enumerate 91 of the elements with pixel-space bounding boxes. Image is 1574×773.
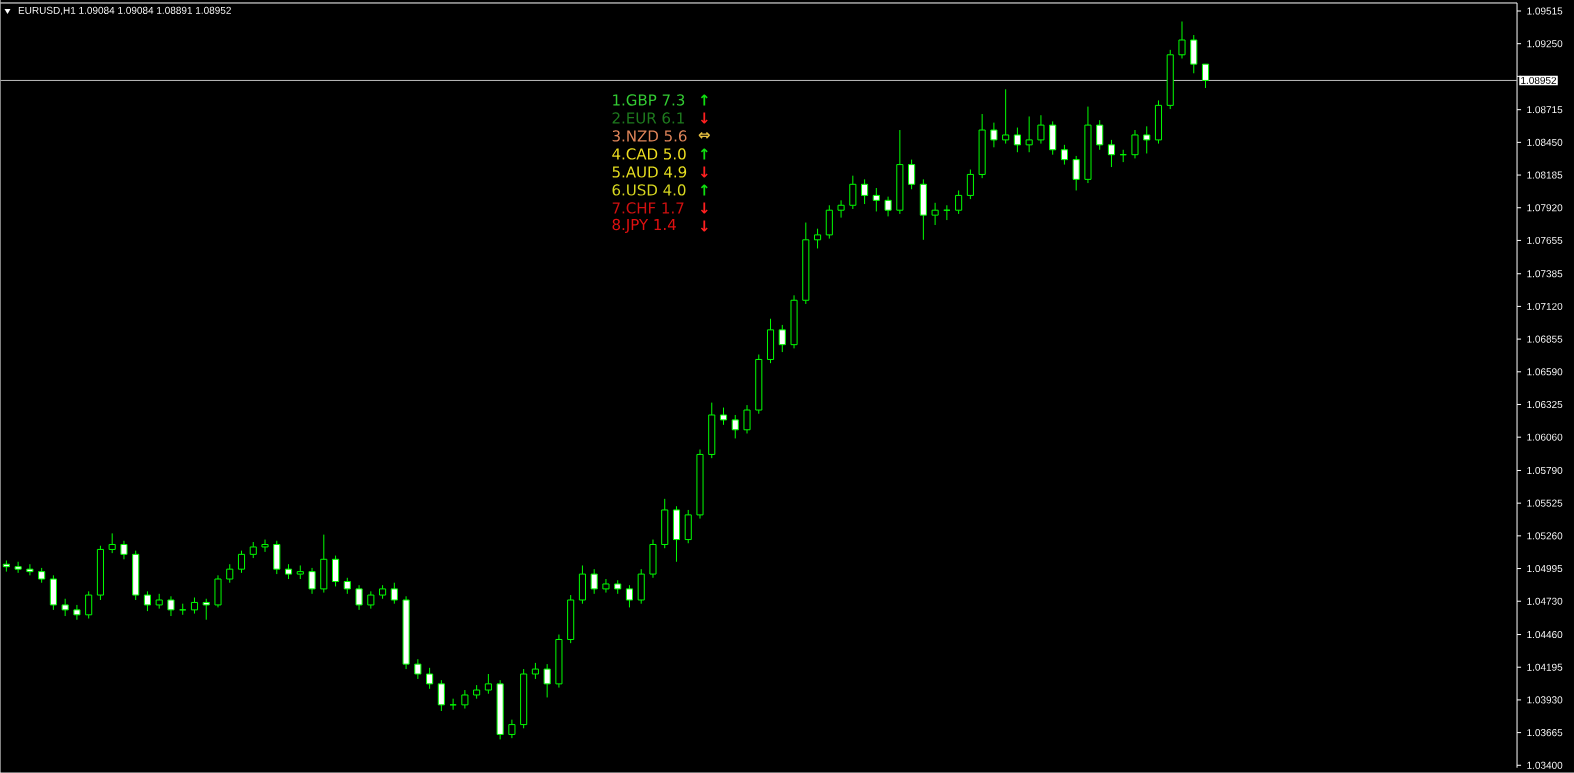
candlestick: [1002, 88, 1010, 145]
candlestick: [602, 578, 610, 594]
candlestick: [990, 122, 998, 148]
annotation: ↑: [700, 184, 708, 196]
candlestick: [1131, 129, 1139, 160]
candlestick: [26, 563, 34, 576]
candlestick: [872, 187, 880, 213]
candlestick: [919, 179, 927, 241]
annotation: 1.GBP 7.3: [613, 94, 685, 106]
annotation: ↑: [700, 94, 708, 106]
annotation: 2.EUR 6.1: [612, 112, 684, 124]
annotation: 7.CHF 1.7: [612, 202, 684, 214]
candlestick: [1025, 116, 1033, 153]
candlestick: [543, 663, 551, 699]
candlestick: [261, 539, 269, 553]
y-tick-label: 1.07655: [1527, 237, 1563, 245]
candlestick: [496, 679, 504, 740]
candlestick: [884, 196, 892, 217]
candlestick: [508, 719, 516, 739]
y-tick-label: 1.05260: [1527, 532, 1563, 540]
candlestick: [931, 202, 939, 226]
candlestick: [578, 565, 586, 605]
annotation: 6.USD 4.0: [612, 184, 686, 196]
candlestick: [1037, 114, 1045, 145]
chart-title: EURUSD,H1 1.09084 1.09084 1.08891 1.08952: [18, 6, 231, 16]
candlestick: [837, 199, 845, 219]
candlestick: [108, 533, 116, 554]
candlestick: [437, 679, 445, 712]
candlestick: [672, 505, 681, 563]
candlestick: [1096, 119, 1104, 151]
candlestick: [402, 595, 410, 670]
y-tick-label: 1.09515: [1527, 7, 1563, 15]
y-tick-label: 1.06590: [1527, 368, 1563, 376]
candlestick: [14, 561, 22, 574]
candlestick: [802, 222, 810, 305]
candlestick: [1084, 106, 1092, 184]
annotation: 4.CAD 5.0: [612, 148, 686, 160]
candlestick: [202, 598, 210, 621]
candlestick: [743, 404, 751, 435]
candlestick: [1060, 144, 1068, 166]
candlestick: [896, 129, 904, 215]
candlestick: [73, 604, 81, 621]
annotation: ↓: [700, 220, 708, 232]
y-tick-label: 1.08450: [1527, 138, 1563, 147]
candlestick: [355, 584, 363, 611]
candlestick: [790, 294, 798, 349]
y-tick-label: 1.07120: [1527, 303, 1563, 311]
annotation: 3.NZD 5.6: [612, 130, 687, 142]
annotation: ↓: [700, 202, 708, 214]
candlestick: [1178, 21, 1186, 60]
y-tick-label: 1.06060: [1527, 433, 1563, 441]
candlestick: [167, 595, 175, 617]
annotation: 8.JPY 1.4: [612, 218, 676, 234]
candlestick: [778, 324, 786, 353]
candlestick: [861, 179, 869, 205]
y-tick-label: 1.06325: [1527, 401, 1563, 409]
y-tick-label: 1.08185: [1527, 171, 1563, 179]
y-tick-label: 1.07385: [1527, 270, 1563, 278]
annotation: ↑: [700, 148, 708, 160]
annotation: ⇔: [698, 132, 710, 139]
candlestick: [214, 574, 222, 609]
candlestick: [296, 565, 304, 580]
candlestick: [1107, 139, 1116, 168]
candlestick: [320, 534, 328, 594]
y-tick-label: 1.05790: [1527, 467, 1563, 475]
candlestick: [284, 563, 293, 580]
y-tick-label: 1.04195: [1527, 663, 1563, 671]
y-tick-label: 1.05525: [1527, 499, 1563, 507]
y-tick-label: 1.07920: [1527, 204, 1563, 212]
y-tick-label: 1.03400: [1527, 761, 1563, 769]
ref-line-label: 1.08952: [1521, 77, 1557, 85]
candlestick: [461, 689, 469, 710]
y-tick-label: 1.09250: [1527, 40, 1563, 48]
candlestick: [1143, 125, 1151, 155]
candlestick: [978, 113, 986, 179]
y-tick-label: 1.03930: [1527, 696, 1563, 704]
candlestick: [555, 634, 563, 689]
y-tick-label: 1.03665: [1527, 729, 1563, 737]
y-tick-label: 1.04995: [1527, 565, 1563, 573]
y-tick-label: 1.06855: [1527, 335, 1563, 343]
candlestick: [308, 567, 316, 595]
annotation: 5.AUD 4.9: [612, 166, 687, 178]
y-tick-label: 1.04730: [1527, 597, 1563, 605]
candlestick: [696, 449, 704, 520]
y-tick-label: 1.08715: [1527, 106, 1563, 114]
candlestick: [849, 175, 857, 210]
y-tick-label: 1.04460: [1527, 631, 1563, 639]
candlestick: [649, 539, 657, 579]
candlestick: [120, 540, 128, 560]
annotation: ↓: [700, 112, 708, 124]
annotation: ↓: [700, 166, 708, 178]
